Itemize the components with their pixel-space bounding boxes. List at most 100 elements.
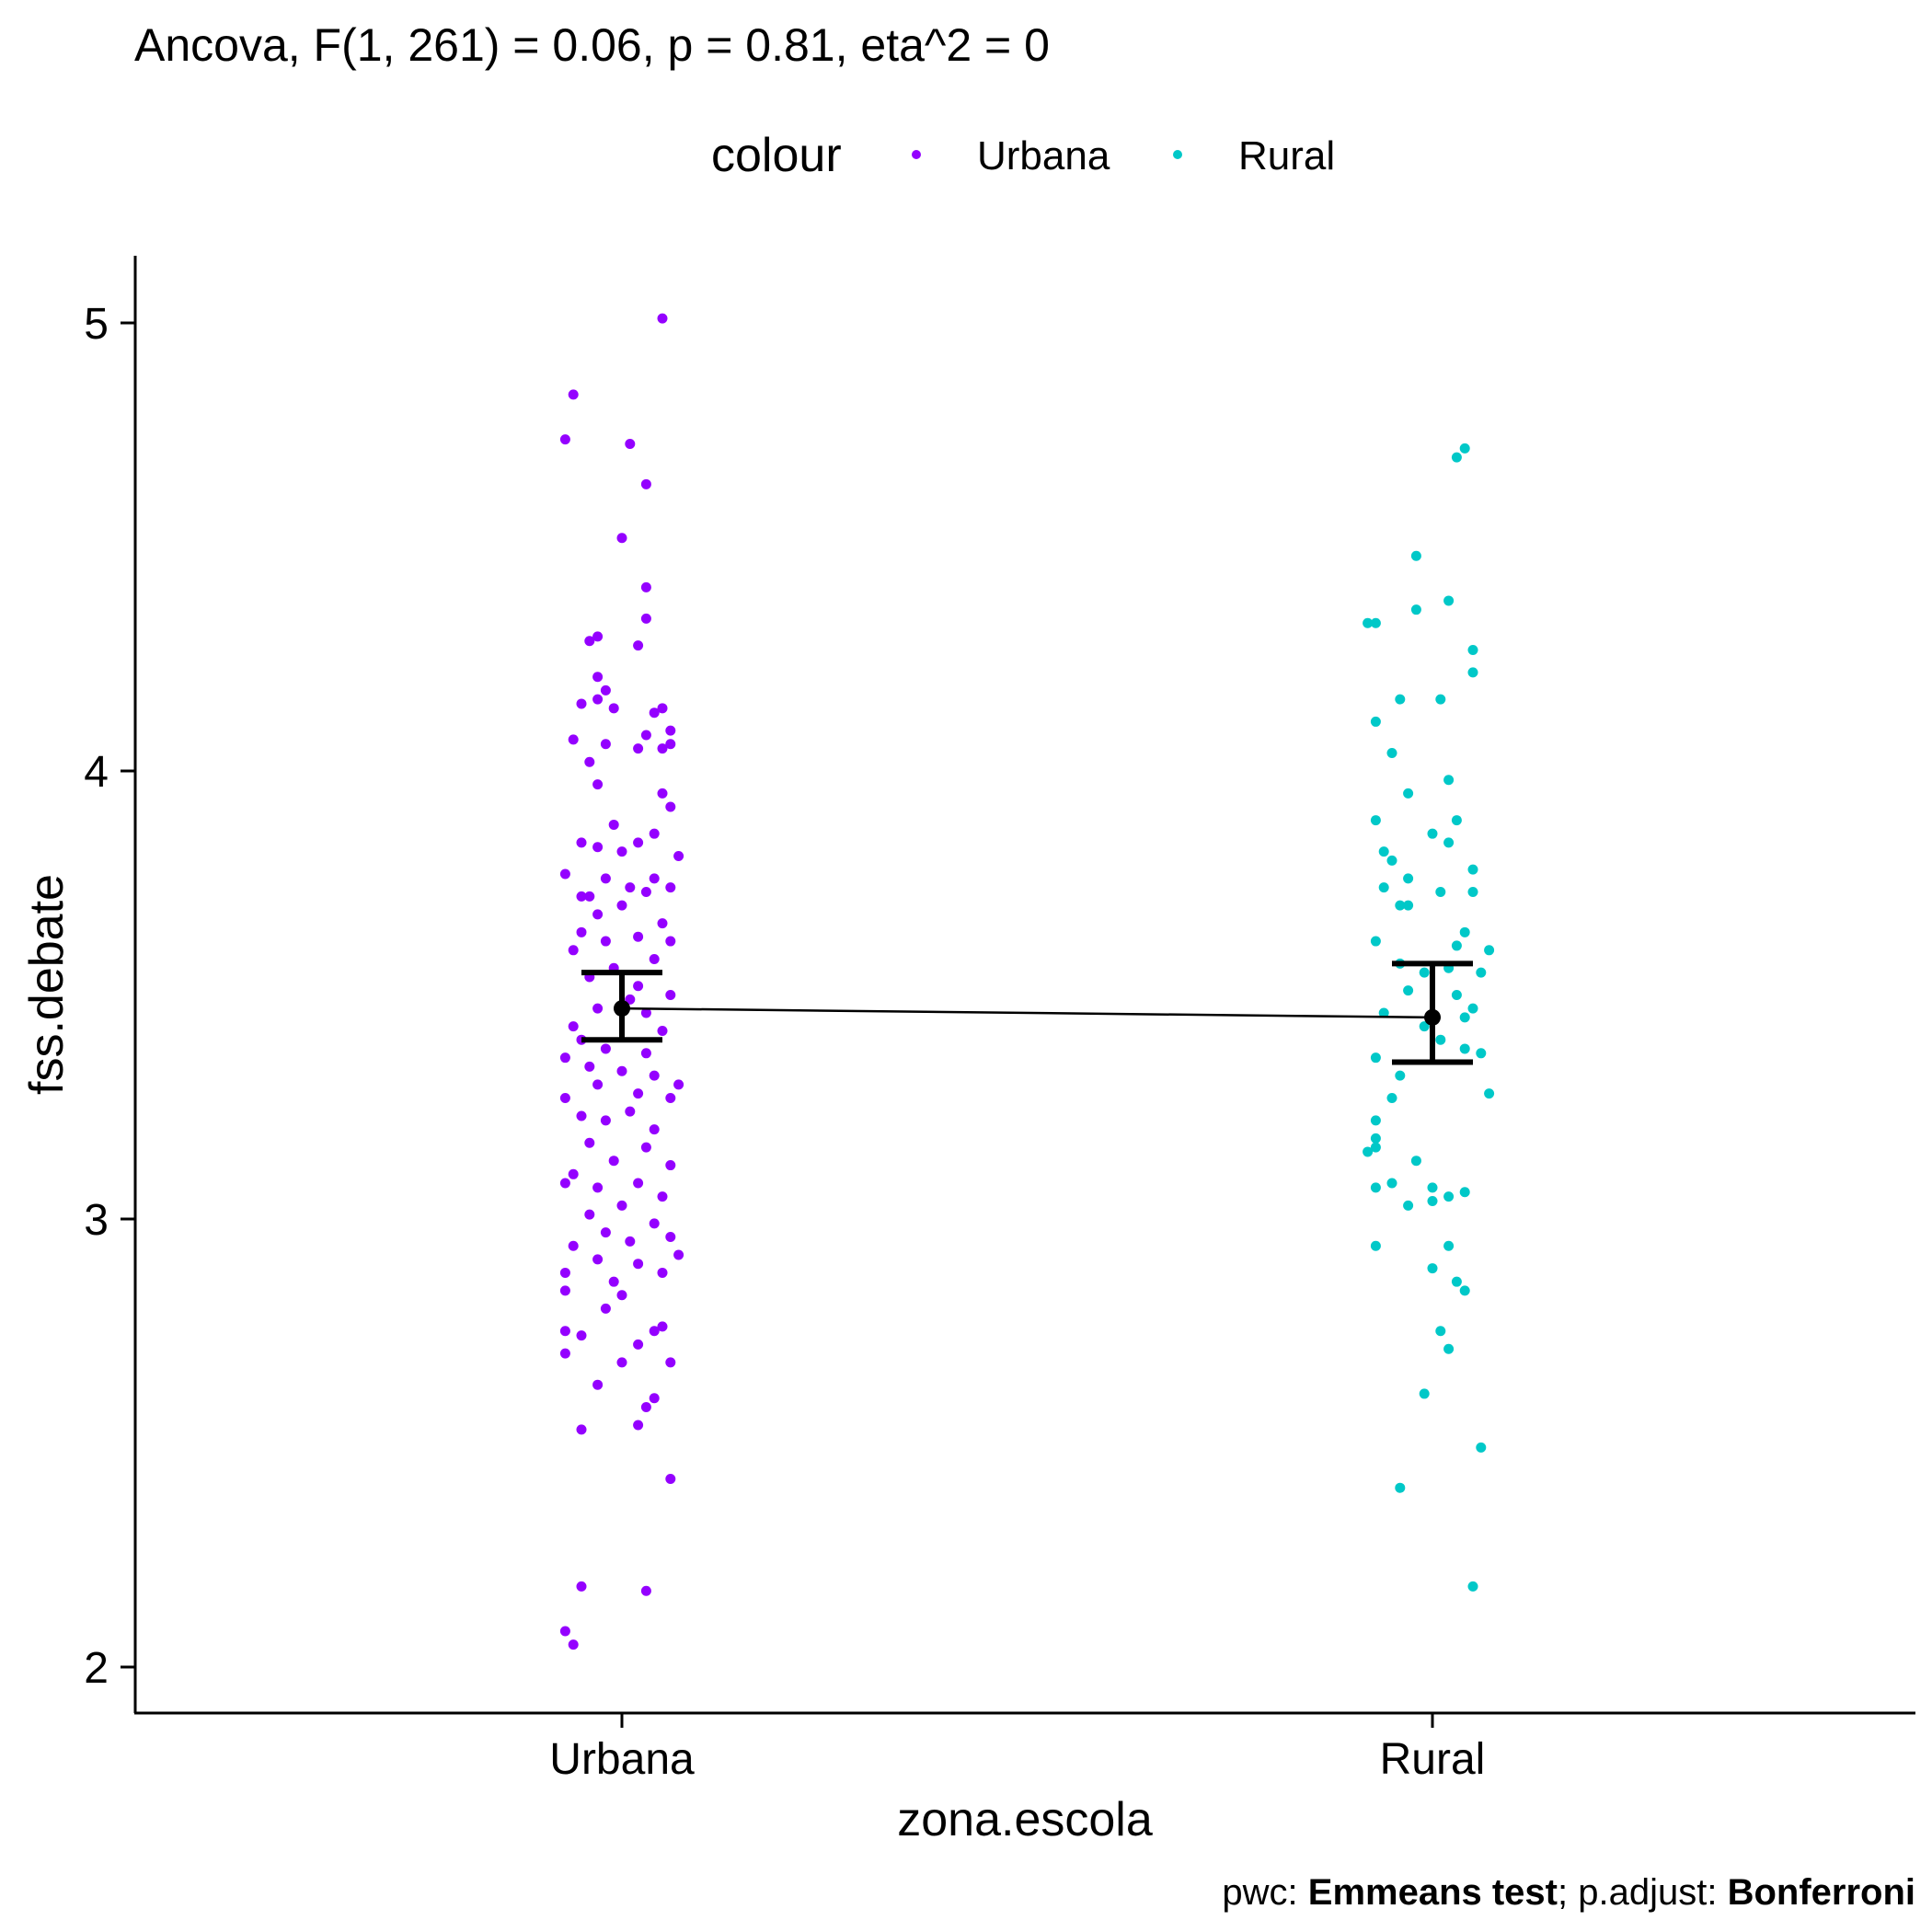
y-tick-label: 5 <box>84 300 109 349</box>
data-point <box>600 739 611 750</box>
points-layer <box>559 313 1495 1650</box>
data-point <box>559 868 570 880</box>
data-point <box>665 739 676 750</box>
data-point <box>1427 1263 1438 1274</box>
data-point <box>1419 967 1430 978</box>
data-point <box>625 1236 636 1247</box>
data-point <box>657 1267 668 1278</box>
data-point <box>1435 1034 1446 1045</box>
data-point <box>1484 1088 1495 1099</box>
data-point <box>1459 1012 1470 1023</box>
data-point <box>649 707 660 719</box>
data-point <box>633 1088 644 1099</box>
data-point <box>1443 1240 1455 1251</box>
data-point <box>1378 846 1389 857</box>
data-point <box>649 873 660 884</box>
data-point <box>1370 716 1381 727</box>
data-point <box>1443 837 1455 848</box>
data-point <box>1443 1343 1455 1354</box>
data-point <box>649 1326 660 1337</box>
data-point <box>1435 694 1446 705</box>
data-point <box>657 788 668 799</box>
data-point <box>1476 1048 1487 1059</box>
data-point <box>1403 985 1414 996</box>
data-point <box>633 1339 644 1350</box>
data-point <box>633 931 644 942</box>
data-point <box>600 1115 611 1126</box>
data-point <box>1451 815 1462 826</box>
data-point <box>640 886 651 897</box>
data-point <box>568 1240 579 1251</box>
data-point <box>633 1259 644 1270</box>
data-point <box>1370 1240 1381 1251</box>
data-point <box>592 842 604 853</box>
data-point <box>1419 1388 1430 1399</box>
y-axis-ticks: 2 3 4 5 <box>84 300 135 1693</box>
data-point <box>633 981 644 992</box>
data-point <box>640 1007 651 1018</box>
error-bar-urbana <box>581 970 662 1043</box>
data-point <box>1370 815 1381 826</box>
data-point <box>600 1043 611 1054</box>
data-point <box>1443 1191 1455 1202</box>
data-point <box>665 882 676 893</box>
emmeans-layer <box>581 960 1473 1065</box>
caption: pwc: Emmeans test; p.adjust: Bonferroni <box>1222 1872 1915 1913</box>
data-point <box>1370 1115 1381 1126</box>
data-point <box>657 1025 668 1036</box>
data-point <box>1467 1003 1478 1014</box>
data-point <box>640 613 651 624</box>
data-point <box>559 1285 570 1296</box>
data-point <box>592 1254 604 1265</box>
data-point <box>616 533 627 544</box>
data-point <box>559 1326 570 1337</box>
data-point <box>592 779 604 790</box>
data-point <box>1443 595 1455 606</box>
x-tick-label: Rural <box>1380 1735 1486 1784</box>
data-point <box>1419 1021 1430 1032</box>
data-point <box>576 891 587 902</box>
data-point <box>616 1065 627 1076</box>
data-point <box>657 918 668 929</box>
data-point <box>568 1021 579 1032</box>
data-point <box>559 1093 570 1104</box>
x-axis-title: zona.escola <box>897 1793 1153 1846</box>
data-point <box>1403 900 1414 911</box>
data-point <box>1467 645 1478 656</box>
data-point <box>600 873 611 884</box>
data-point <box>584 1061 595 1072</box>
data-point <box>1459 1043 1470 1054</box>
data-point <box>616 900 627 911</box>
data-point <box>1370 1182 1381 1193</box>
data-point <box>625 438 636 449</box>
data-point <box>600 684 611 696</box>
data-point <box>576 1110 587 1121</box>
data-point <box>568 945 579 956</box>
data-point <box>1386 855 1397 866</box>
data-point <box>592 1379 604 1390</box>
data-point <box>625 882 636 893</box>
data-point <box>649 1218 660 1229</box>
data-point <box>568 389 579 400</box>
series-rural <box>1363 443 1495 1592</box>
data-point <box>592 694 604 705</box>
data-point <box>673 851 684 862</box>
data-point <box>1370 936 1381 947</box>
data-point <box>1386 748 1397 759</box>
data-point <box>657 703 668 714</box>
data-point <box>576 837 587 848</box>
data-point <box>559 1178 570 1189</box>
legend-label-urbana: Urbana <box>977 133 1110 178</box>
data-point <box>640 1585 651 1596</box>
data-point <box>640 1048 651 1059</box>
data-point <box>1435 886 1446 897</box>
caption-prefix: pwc: <box>1222 1872 1307 1913</box>
data-point <box>576 698 587 709</box>
data-point <box>1467 864 1478 875</box>
legend-label-rural: Rural <box>1238 133 1335 178</box>
data-point <box>592 1079 604 1090</box>
data-point <box>673 1079 684 1090</box>
data-point <box>640 1402 651 1413</box>
data-point <box>1467 667 1478 678</box>
data-point <box>673 1249 684 1260</box>
